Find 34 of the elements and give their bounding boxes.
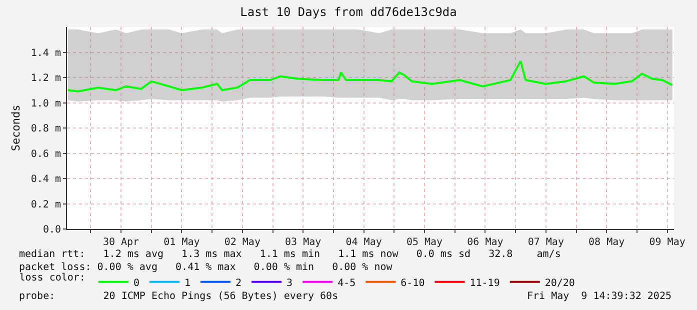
legend-label: 11-19 bbox=[470, 278, 500, 289]
legend-label: 3 bbox=[286, 278, 293, 289]
legend-title: loss color: bbox=[19, 272, 86, 284]
y-axis-title: Seconds bbox=[10, 104, 23, 152]
legend-label: 6-10 bbox=[400, 278, 425, 289]
text: Fri May 9 14:39:32 2025 bbox=[527, 291, 672, 302]
legend-label: 0 bbox=[133, 278, 140, 289]
x-tick-label: 09 May bbox=[649, 237, 686, 248]
x-tick-label: 30 Apr bbox=[102, 237, 140, 248]
x-tick-label: 06 May bbox=[467, 237, 504, 248]
text: median rtt: 1.2 ms avg 1.3 ms max 1.1 ms min 1.1 ms now 0.0 ms sd 32.8 am/s bbox=[19, 249, 561, 260]
y-tick-label: 0.0 bbox=[42, 224, 61, 236]
y-tick-label: 1.0 m bbox=[30, 98, 61, 110]
x-tick-label: 01 May bbox=[164, 237, 200, 248]
y-tick-label: 0.8 m bbox=[30, 124, 61, 134]
legend-label: 2 bbox=[236, 278, 242, 289]
legend-label: 4-5 bbox=[338, 278, 356, 289]
x-tick-label: 05 May bbox=[406, 237, 443, 248]
y-tick-label: 1.4 m bbox=[30, 48, 61, 59]
y-tick-label: 0.4 m bbox=[30, 174, 61, 185]
legend-label: 20/20 bbox=[544, 278, 575, 289]
x-tick-label: 03 May bbox=[285, 237, 322, 248]
x-tick-label: 07 May bbox=[528, 237, 564, 248]
chart-title: Last 10 Days from dd76de13c9da bbox=[240, 5, 457, 20]
y-tick-label: 0.6 m bbox=[30, 148, 61, 160]
legend-label: 1 bbox=[184, 278, 191, 289]
x-tick-label: 04 May bbox=[346, 237, 382, 248]
text: packet loss: 0.00 % avg 0.41 % max 0.00 % min 0.00 % now bbox=[19, 262, 394, 273]
x-tick-label: 08 May bbox=[588, 237, 625, 248]
y-tick-label: 1.2 m bbox=[30, 73, 61, 84]
x-tick-label: 02 May bbox=[224, 237, 260, 248]
y-tick-label: 0.2 m bbox=[30, 199, 61, 210]
line-series bbox=[67, 60, 674, 92]
text: probe: 20 ICMP Echo Pings (56 Bytes) every 60s bbox=[19, 291, 338, 302]
